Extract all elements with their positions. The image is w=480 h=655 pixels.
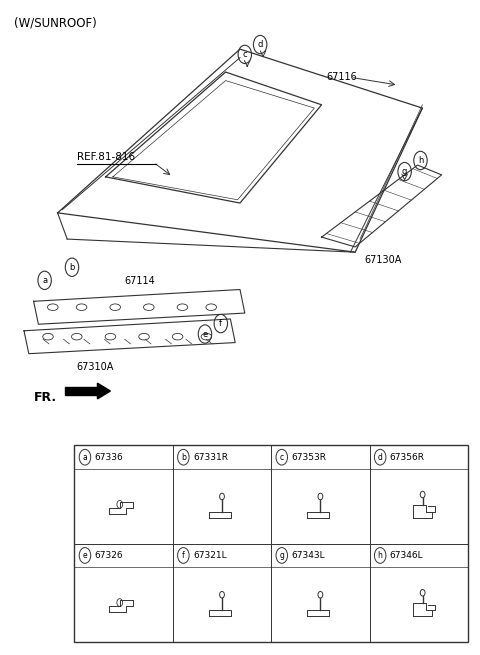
Text: d: d — [257, 40, 263, 49]
Text: 67310A: 67310A — [77, 362, 114, 371]
Text: 67353R: 67353R — [291, 453, 326, 462]
Text: 67331R: 67331R — [193, 453, 228, 462]
Text: g: g — [279, 551, 284, 560]
Circle shape — [420, 590, 425, 596]
Text: c: c — [280, 453, 284, 462]
Circle shape — [219, 591, 224, 598]
Circle shape — [318, 493, 323, 500]
Text: f: f — [182, 551, 185, 560]
Text: 67336: 67336 — [95, 453, 123, 462]
Text: f: f — [219, 319, 222, 328]
Text: 67321L: 67321L — [193, 551, 227, 560]
Circle shape — [420, 491, 425, 498]
FancyBboxPatch shape — [74, 445, 468, 642]
Circle shape — [318, 591, 323, 598]
Text: 67356R: 67356R — [390, 453, 425, 462]
Text: REF.81-816: REF.81-816 — [77, 152, 135, 162]
Text: 67343L: 67343L — [291, 551, 325, 560]
Text: 67130A: 67130A — [365, 255, 402, 265]
Text: 67116: 67116 — [326, 72, 357, 83]
Text: b: b — [181, 453, 186, 462]
Text: FR.: FR. — [34, 391, 57, 404]
Text: 67326: 67326 — [95, 551, 123, 560]
Text: e: e — [203, 329, 207, 339]
Text: 67346L: 67346L — [390, 551, 423, 560]
Text: b: b — [69, 263, 75, 272]
Text: g: g — [402, 167, 408, 176]
FancyBboxPatch shape — [65, 387, 97, 395]
Text: (W/SUNROOF): (W/SUNROOF) — [14, 16, 97, 29]
Text: 67114: 67114 — [125, 276, 156, 286]
Text: h: h — [418, 156, 423, 165]
Text: a: a — [83, 453, 87, 462]
Polygon shape — [97, 383, 110, 399]
Text: a: a — [42, 276, 47, 285]
Text: c: c — [242, 50, 247, 59]
Text: d: d — [378, 453, 383, 462]
Circle shape — [219, 493, 224, 500]
Text: e: e — [83, 551, 87, 560]
Text: h: h — [378, 551, 383, 560]
